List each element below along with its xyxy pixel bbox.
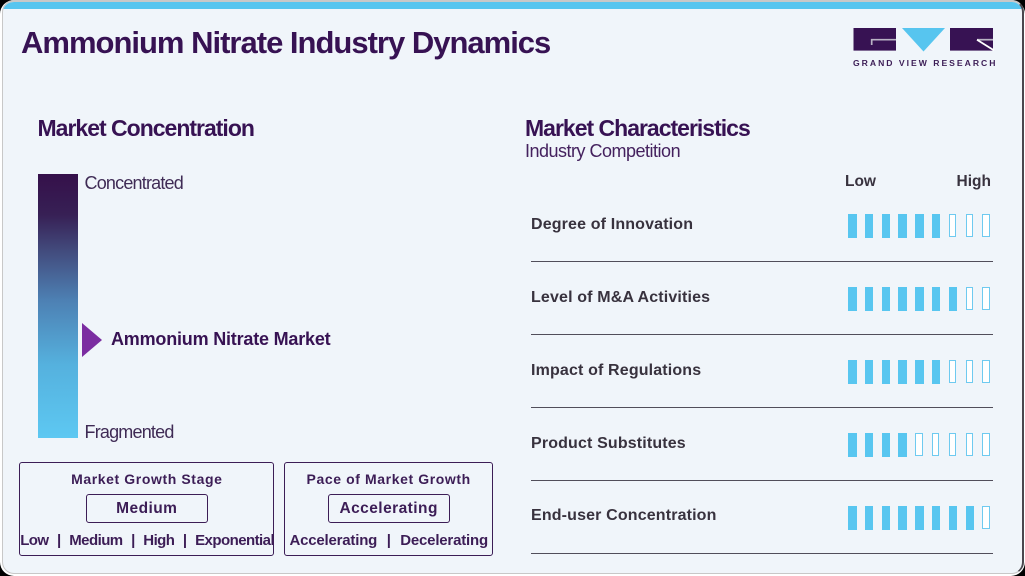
svg-text:GRAND VIEW RESEARCH: GRAND VIEW RESEARCH bbox=[853, 58, 997, 68]
